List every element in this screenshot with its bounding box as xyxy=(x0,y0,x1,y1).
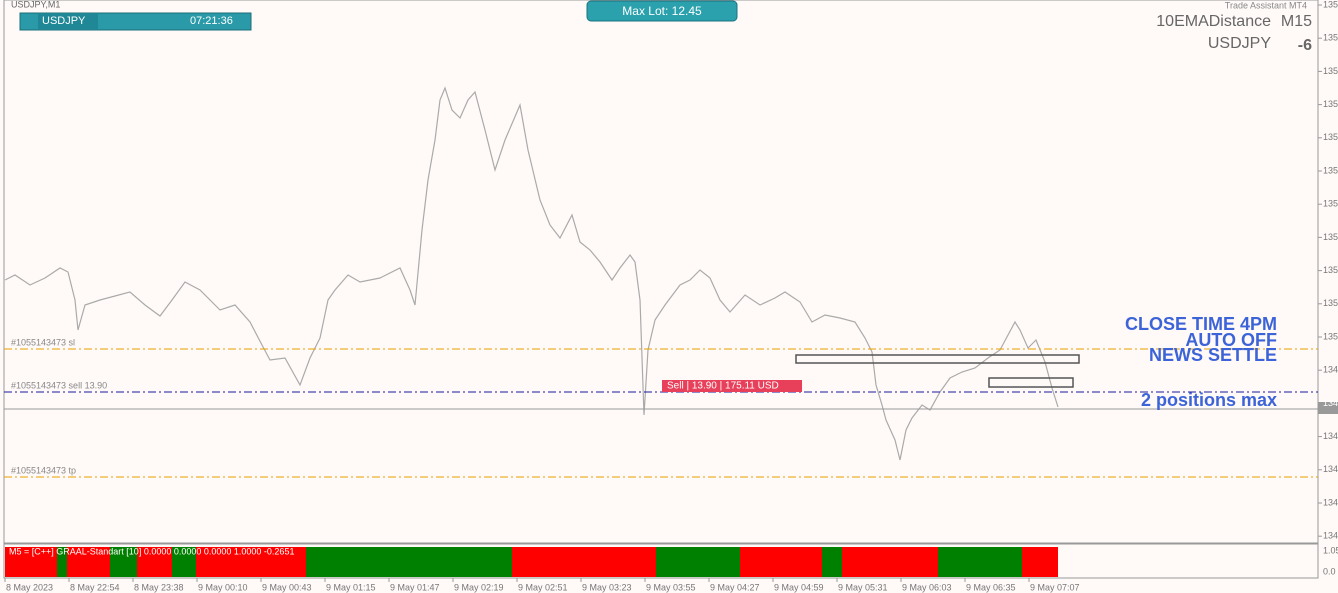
zone-box xyxy=(988,377,1074,388)
price-label: 135 xyxy=(1323,165,1338,175)
indicator-segment xyxy=(842,547,938,577)
price-label: 135 xyxy=(1323,132,1338,142)
bid-price-tag xyxy=(1318,402,1338,414)
indicator-value: -6 xyxy=(1298,37,1312,54)
price-label: 134 xyxy=(1323,464,1338,474)
time-label: 9 May 07:07 xyxy=(1030,582,1080,592)
price-line xyxy=(4,86,1059,461)
symbol-button[interactable] xyxy=(38,14,98,29)
indicator-segment xyxy=(110,547,137,577)
time-label: 9 May 01:15 xyxy=(326,582,376,592)
time-label: 9 May 00:10 xyxy=(198,582,248,592)
indicator-segment xyxy=(306,547,512,577)
time-label: 9 May 05:31 xyxy=(838,582,888,592)
price-label: 135 xyxy=(1323,199,1338,209)
time-label: 8 May 2023 xyxy=(6,582,53,592)
toolbar-time: 07:21:36 xyxy=(190,15,233,27)
time-label: 9 May 06:35 xyxy=(966,582,1016,592)
time-label: 9 May 02:19 xyxy=(454,582,504,592)
price-label: 135 xyxy=(1323,265,1338,275)
time-label: 8 May 22:54 xyxy=(70,582,120,592)
indicator-segment xyxy=(938,547,1022,577)
price-label: 135 xyxy=(1323,66,1338,76)
zone-box xyxy=(795,354,1080,364)
price-label: 135 xyxy=(1323,33,1338,43)
indicator-segment xyxy=(196,547,306,577)
note: 2 positions max xyxy=(1141,390,1277,410)
time-label: 9 May 06:03 xyxy=(902,582,952,592)
time-label: 8 May 23:38 xyxy=(134,582,184,592)
time-label: 9 May 01:47 xyxy=(390,582,440,592)
time-label: 9 May 04:27 xyxy=(710,582,760,592)
sell-tag[interactable]: Sell | 13.90 | 175.11 USD xyxy=(667,381,779,392)
indicator-axis-label: 0.0 xyxy=(1323,566,1336,576)
tp-label: #1055143473 tp xyxy=(11,465,76,475)
price-label: 135 xyxy=(1323,99,1338,109)
indicator-segment xyxy=(137,547,172,577)
sell-tag-bg xyxy=(662,380,802,392)
price-label: 135 xyxy=(1323,298,1338,308)
max-lot[interactable]: Max Lot: 12.45 xyxy=(622,4,702,18)
symbol-period: USDJPY,M1 xyxy=(11,0,60,9)
indicator-label: M5 = [C++] GRAAL-Standart [10] 0.0000 0.… xyxy=(9,546,294,556)
price-label: 135 xyxy=(1323,331,1338,341)
indicator-segment xyxy=(67,547,110,577)
price-label: 134 xyxy=(1323,431,1338,441)
indicator-axis-label: 1.05 xyxy=(1323,545,1338,555)
price-pane xyxy=(3,0,1319,544)
price-label: 134 xyxy=(1323,398,1338,408)
price-label: 134 xyxy=(1323,497,1338,507)
note: NEWS SETTLE xyxy=(1149,345,1277,365)
indicator-segment xyxy=(512,547,656,577)
price-label: 135 xyxy=(1323,0,1338,9)
indicator-segment xyxy=(1022,547,1058,577)
indicator-timeframe: M15 xyxy=(1281,13,1312,30)
indicator-segment xyxy=(172,547,196,577)
time-label: 9 May 03:55 xyxy=(646,582,696,592)
indicator-symbol: USDJPY xyxy=(1208,35,1271,52)
price-label: 134 xyxy=(1323,531,1338,541)
indicator-segment xyxy=(740,547,822,577)
time-label: 9 May 03:23 xyxy=(582,582,632,592)
indicator-segment xyxy=(656,547,740,577)
trade-assistant: Trade Assistant MT4 xyxy=(1225,0,1307,10)
price-label: 134 xyxy=(1323,365,1338,375)
time-label: 9 May 04:59 xyxy=(774,582,824,592)
indicator-name: 10EMADistance xyxy=(1156,13,1271,30)
toolbar-symbol[interactable]: USDJPY xyxy=(42,15,86,27)
indicator-segment xyxy=(57,547,67,577)
time-label: 9 May 02:51 xyxy=(518,582,568,592)
max-lot-button[interactable] xyxy=(586,0,738,22)
indicator-segment xyxy=(822,547,842,577)
time-label: 9 May 00:43 xyxy=(262,582,312,592)
sell-label: #1055143473 sell 13.90 xyxy=(11,380,107,390)
price-label: 135 xyxy=(1323,232,1338,242)
sl-label: #1055143473 sl xyxy=(11,337,75,347)
note: CLOSE TIME 4PM xyxy=(1125,314,1277,334)
note: AUTO OFF xyxy=(1185,330,1277,350)
indicator-bars xyxy=(5,547,1058,577)
indicator-segment xyxy=(5,547,57,577)
